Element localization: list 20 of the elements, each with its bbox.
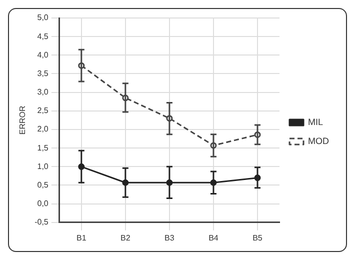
- y-tick-label: 0,5: [37, 180, 49, 190]
- x-tick-label: B5: [252, 233, 263, 242]
- y-tick-label: 3,0: [37, 88, 49, 97]
- y-tick-label: 2,0: [37, 124, 49, 134]
- y-tick-label: 2,5: [37, 106, 49, 116]
- x-tick-label: B2: [120, 233, 131, 242]
- y-tick-label: 1,5: [37, 143, 49, 152]
- y-tick-label: 4,5: [37, 32, 49, 41]
- y-tick-label: -0,5: [34, 218, 49, 227]
- x-tick-label: B3: [164, 233, 175, 242]
- y-tick-label: 4,0: [37, 50, 49, 60]
- legend-label: MIL: [308, 116, 324, 127]
- x-tick-label: B1: [76, 233, 87, 242]
- y-axis-title: ERROR: [18, 106, 28, 135]
- legend-label: MOD: [308, 136, 330, 146]
- y-tick-label: 3,5: [37, 68, 49, 78]
- y-tick-label: 0,0: [37, 199, 49, 208]
- y-tick-label: 5,0: [37, 13, 49, 22]
- x-tick-label: B4: [208, 233, 219, 242]
- y-tick-label: 1,0: [37, 162, 49, 171]
